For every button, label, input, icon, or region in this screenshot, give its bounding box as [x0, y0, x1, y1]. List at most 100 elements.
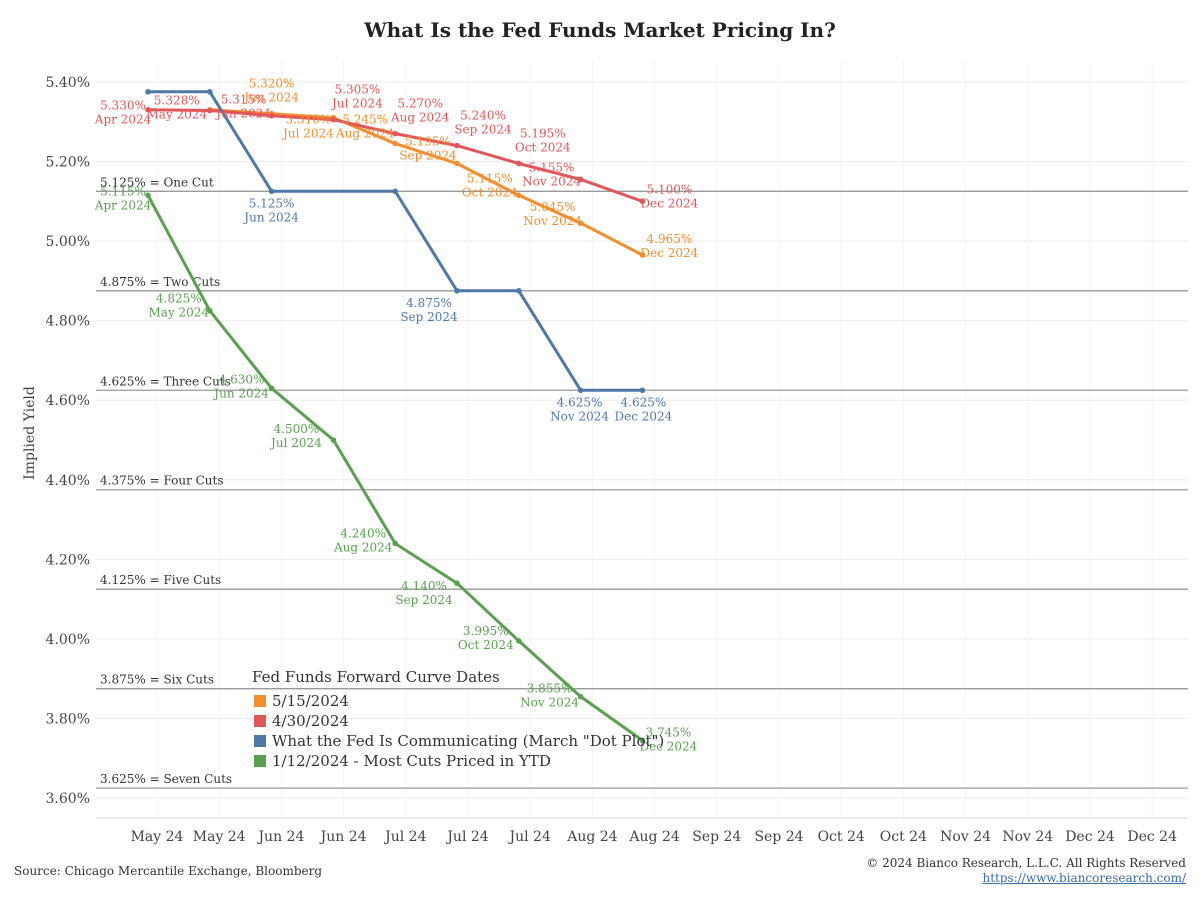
data-point — [268, 188, 275, 195]
data-label: 5.310% — [286, 113, 332, 127]
y-tick-label: 3.60% — [46, 791, 90, 807]
reference-lines: 5.125% = One Cut 4.875% = Two Cuts 4.625% … — [96, 175, 1188, 789]
data-point — [639, 387, 646, 394]
data-label-date: Sep 2024 — [400, 310, 458, 324]
data-point — [516, 192, 522, 199]
x-tick-label: Nov 24 — [1002, 829, 1053, 845]
legend-item: 5/15/2024 — [272, 692, 349, 710]
data-point — [145, 106, 151, 113]
data-point — [639, 737, 646, 744]
data-label-date: Aug 2024 — [390, 111, 450, 125]
reference-line-label: 3.625% = Seven Cuts — [100, 772, 232, 786]
y-tick-label: 4.00% — [46, 632, 90, 648]
data-label: 4.630% — [219, 372, 265, 386]
y-axis-label: Implied Yield — [22, 386, 38, 480]
legend-swatch — [254, 735, 266, 747]
data-label: 5.245% — [342, 113, 388, 127]
reference-line-label: 4.375% = Four Cuts — [100, 474, 224, 488]
x-tick-label: Jun 24 — [256, 829, 304, 845]
data-label-date: Dec 2024 — [615, 409, 673, 423]
data-label: 4.875% — [406, 296, 452, 310]
data-point — [516, 638, 522, 644]
reference-line-label: 4.625% = Three Cuts — [100, 374, 231, 388]
data-label: 5.240% — [460, 109, 506, 123]
data-label-date: Dec 2024 — [641, 196, 699, 210]
x-tick-label: Oct 24 — [880, 829, 927, 845]
data-point — [392, 140, 399, 147]
legend-item: 1/12/2024 - Most Cuts Priced in YTD — [272, 752, 551, 770]
x-tick-label: Nov 24 — [940, 829, 991, 845]
data-label-date: Jun 2024 — [212, 386, 269, 400]
data-point — [145, 89, 151, 95]
data-point — [392, 130, 399, 137]
data-label: 5.195% — [405, 134, 451, 148]
y-tick-label: 4.40% — [46, 473, 90, 489]
website-link[interactable]: https://www.biancoresearch.com/ — [982, 871, 1186, 885]
series-line — [209, 108, 644, 257]
data-label-date: Aug 2024 — [335, 127, 395, 141]
data-label: 5.315% — [221, 93, 267, 107]
legend-item: What the Fed Is Communicating (March "Do… — [272, 732, 664, 750]
reference-line-label: 4.875% = Two Cuts — [100, 275, 220, 289]
legend-item: 4/30/2024 — [272, 712, 349, 730]
data-label: 5.330% — [100, 99, 146, 113]
data-label-date: Jul 2024 — [281, 127, 334, 141]
data-label-date: Nov 2024 — [520, 696, 579, 710]
series-line — [146, 194, 644, 742]
data-label-date: Dec 2024 — [641, 246, 699, 260]
x-tick-label: Jul 24 — [508, 829, 551, 845]
data-label: 5.125% — [249, 196, 295, 210]
x-tick-label: Jun 24 — [319, 829, 367, 845]
data-label: 3.745% — [646, 725, 692, 739]
data-label-date: Nov 2024 — [523, 214, 582, 228]
data-point — [454, 580, 460, 587]
x-tick-label: Aug 24 — [566, 829, 617, 845]
data-label: 5.155% — [529, 160, 575, 174]
data-point — [516, 160, 522, 167]
data-label: 5.195% — [520, 126, 566, 140]
reference-line-label: 5.125% = One Cut — [100, 175, 214, 189]
data-label: 3.995% — [463, 624, 509, 638]
legend-swatch — [254, 695, 266, 707]
data-point — [577, 176, 584, 183]
data-label-date: Apr 2024 — [94, 198, 152, 212]
data-point — [639, 252, 646, 258]
y-tick-label: 3.80% — [46, 712, 90, 728]
gridlines — [96, 62, 1188, 818]
x-tick-label: Dec 24 — [1065, 829, 1115, 845]
x-tick-label: Dec 24 — [1127, 829, 1177, 845]
y-tick-label: 4.60% — [46, 393, 90, 409]
legend-swatch — [254, 755, 266, 767]
data-label: 4.825% — [156, 292, 202, 306]
y-tick-label: 4.20% — [46, 552, 90, 568]
series-line — [148, 90, 643, 392]
data-label-date: Jun 2024 — [242, 91, 299, 105]
x-tick-label: Aug 24 — [628, 829, 679, 845]
x-tick-label: Jul 24 — [445, 829, 488, 845]
data-label-date: Sep 2024 — [395, 593, 453, 607]
data-label: 4.240% — [340, 526, 386, 540]
data-label-date: Oct 2024 — [515, 140, 571, 154]
data-label: 5.320% — [249, 77, 295, 91]
data-point — [207, 89, 213, 95]
website-link-wrap: https://www.biancoresearch.com/ — [982, 871, 1186, 885]
data-label-date: Sep 2024 — [454, 123, 512, 137]
data-label: 4.625% — [557, 395, 603, 409]
data-label-date: Jul 2024 — [269, 436, 322, 450]
data-label-date: Jun 2024 — [242, 210, 299, 224]
copyright-note: © 2024 Bianco Research, L.L.C. All Right… — [866, 856, 1186, 870]
data-point — [268, 112, 275, 119]
data-label: 5.045% — [530, 200, 576, 214]
series-group — [145, 89, 646, 744]
data-label-date: Oct 2024 — [458, 638, 514, 652]
data-label-date: Jun 2024 — [214, 107, 271, 121]
data-point — [454, 160, 460, 167]
data-point — [454, 287, 460, 294]
source-note: Source: Chicago Mercantile Exchange, Blo… — [14, 864, 323, 878]
x-tick-label: Jul 24 — [383, 829, 426, 845]
data-point — [516, 287, 522, 294]
data-point — [577, 387, 584, 394]
reference-line-label: 3.875% = Six Cuts — [100, 673, 214, 687]
data-label-date: Nov 2024 — [522, 174, 581, 188]
